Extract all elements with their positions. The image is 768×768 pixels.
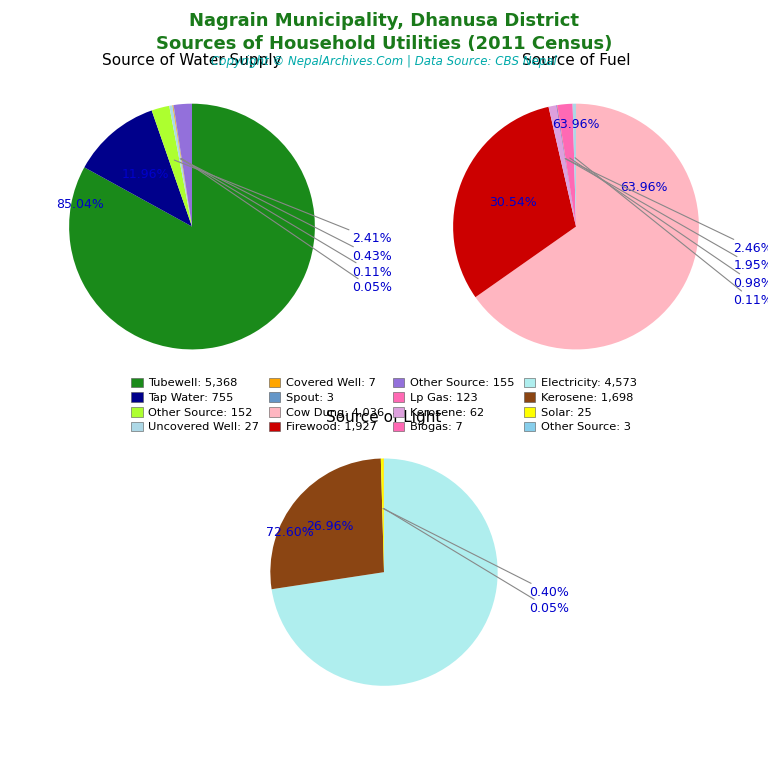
Title: Source of Fuel: Source of Fuel (521, 53, 631, 68)
Wedge shape (172, 105, 192, 227)
Text: 0.11%: 0.11% (181, 159, 392, 279)
Text: 0.40%: 0.40% (383, 508, 569, 599)
Text: 72.60%: 72.60% (266, 526, 313, 539)
Wedge shape (270, 458, 384, 589)
Wedge shape (573, 104, 576, 227)
Text: 2.46%: 2.46% (565, 159, 768, 255)
Text: 26.96%: 26.96% (306, 521, 354, 534)
Text: 63.96%: 63.96% (620, 181, 667, 194)
Title: Source of Water Supply: Source of Water Supply (102, 53, 282, 68)
Text: 2.41%: 2.41% (174, 160, 392, 245)
Wedge shape (381, 458, 384, 572)
Wedge shape (174, 105, 192, 227)
Text: 0.43%: 0.43% (180, 159, 392, 263)
Wedge shape (453, 107, 576, 297)
Text: 0.05%: 0.05% (384, 508, 570, 615)
Text: 85.04%: 85.04% (55, 198, 104, 211)
Text: Nagrain Municipality, Dhanusa District
Sources of Household Utilities (2011 Cens: Nagrain Municipality, Dhanusa District S… (156, 12, 612, 53)
Text: 30.54%: 30.54% (489, 196, 537, 209)
Text: 1.95%: 1.95% (565, 158, 768, 273)
Wedge shape (152, 106, 192, 227)
Wedge shape (557, 105, 576, 227)
Wedge shape (169, 105, 192, 227)
Text: 63.96%: 63.96% (552, 118, 600, 131)
Wedge shape (69, 104, 315, 349)
Wedge shape (272, 458, 498, 686)
Text: 0.98%: 0.98% (570, 158, 768, 290)
Text: Copyright © NepalArchives.Com | Data Source: CBS Nepal: Copyright © NepalArchives.Com | Data Sou… (211, 55, 557, 68)
Text: 11.96%: 11.96% (121, 168, 169, 181)
Wedge shape (556, 105, 576, 227)
Wedge shape (558, 104, 576, 227)
Text: 0.11%: 0.11% (575, 157, 768, 306)
Legend: Tubewell: 5,368, Tap Water: 755, Other Source: 152, Uncovered Well: 27, Covered : Tubewell: 5,368, Tap Water: 755, Other S… (127, 373, 641, 437)
Wedge shape (174, 104, 192, 227)
Text: 0.05%: 0.05% (181, 158, 392, 294)
Wedge shape (548, 105, 576, 227)
Wedge shape (84, 111, 192, 227)
Title: Source of Light: Source of Light (326, 410, 442, 425)
Wedge shape (475, 104, 699, 349)
